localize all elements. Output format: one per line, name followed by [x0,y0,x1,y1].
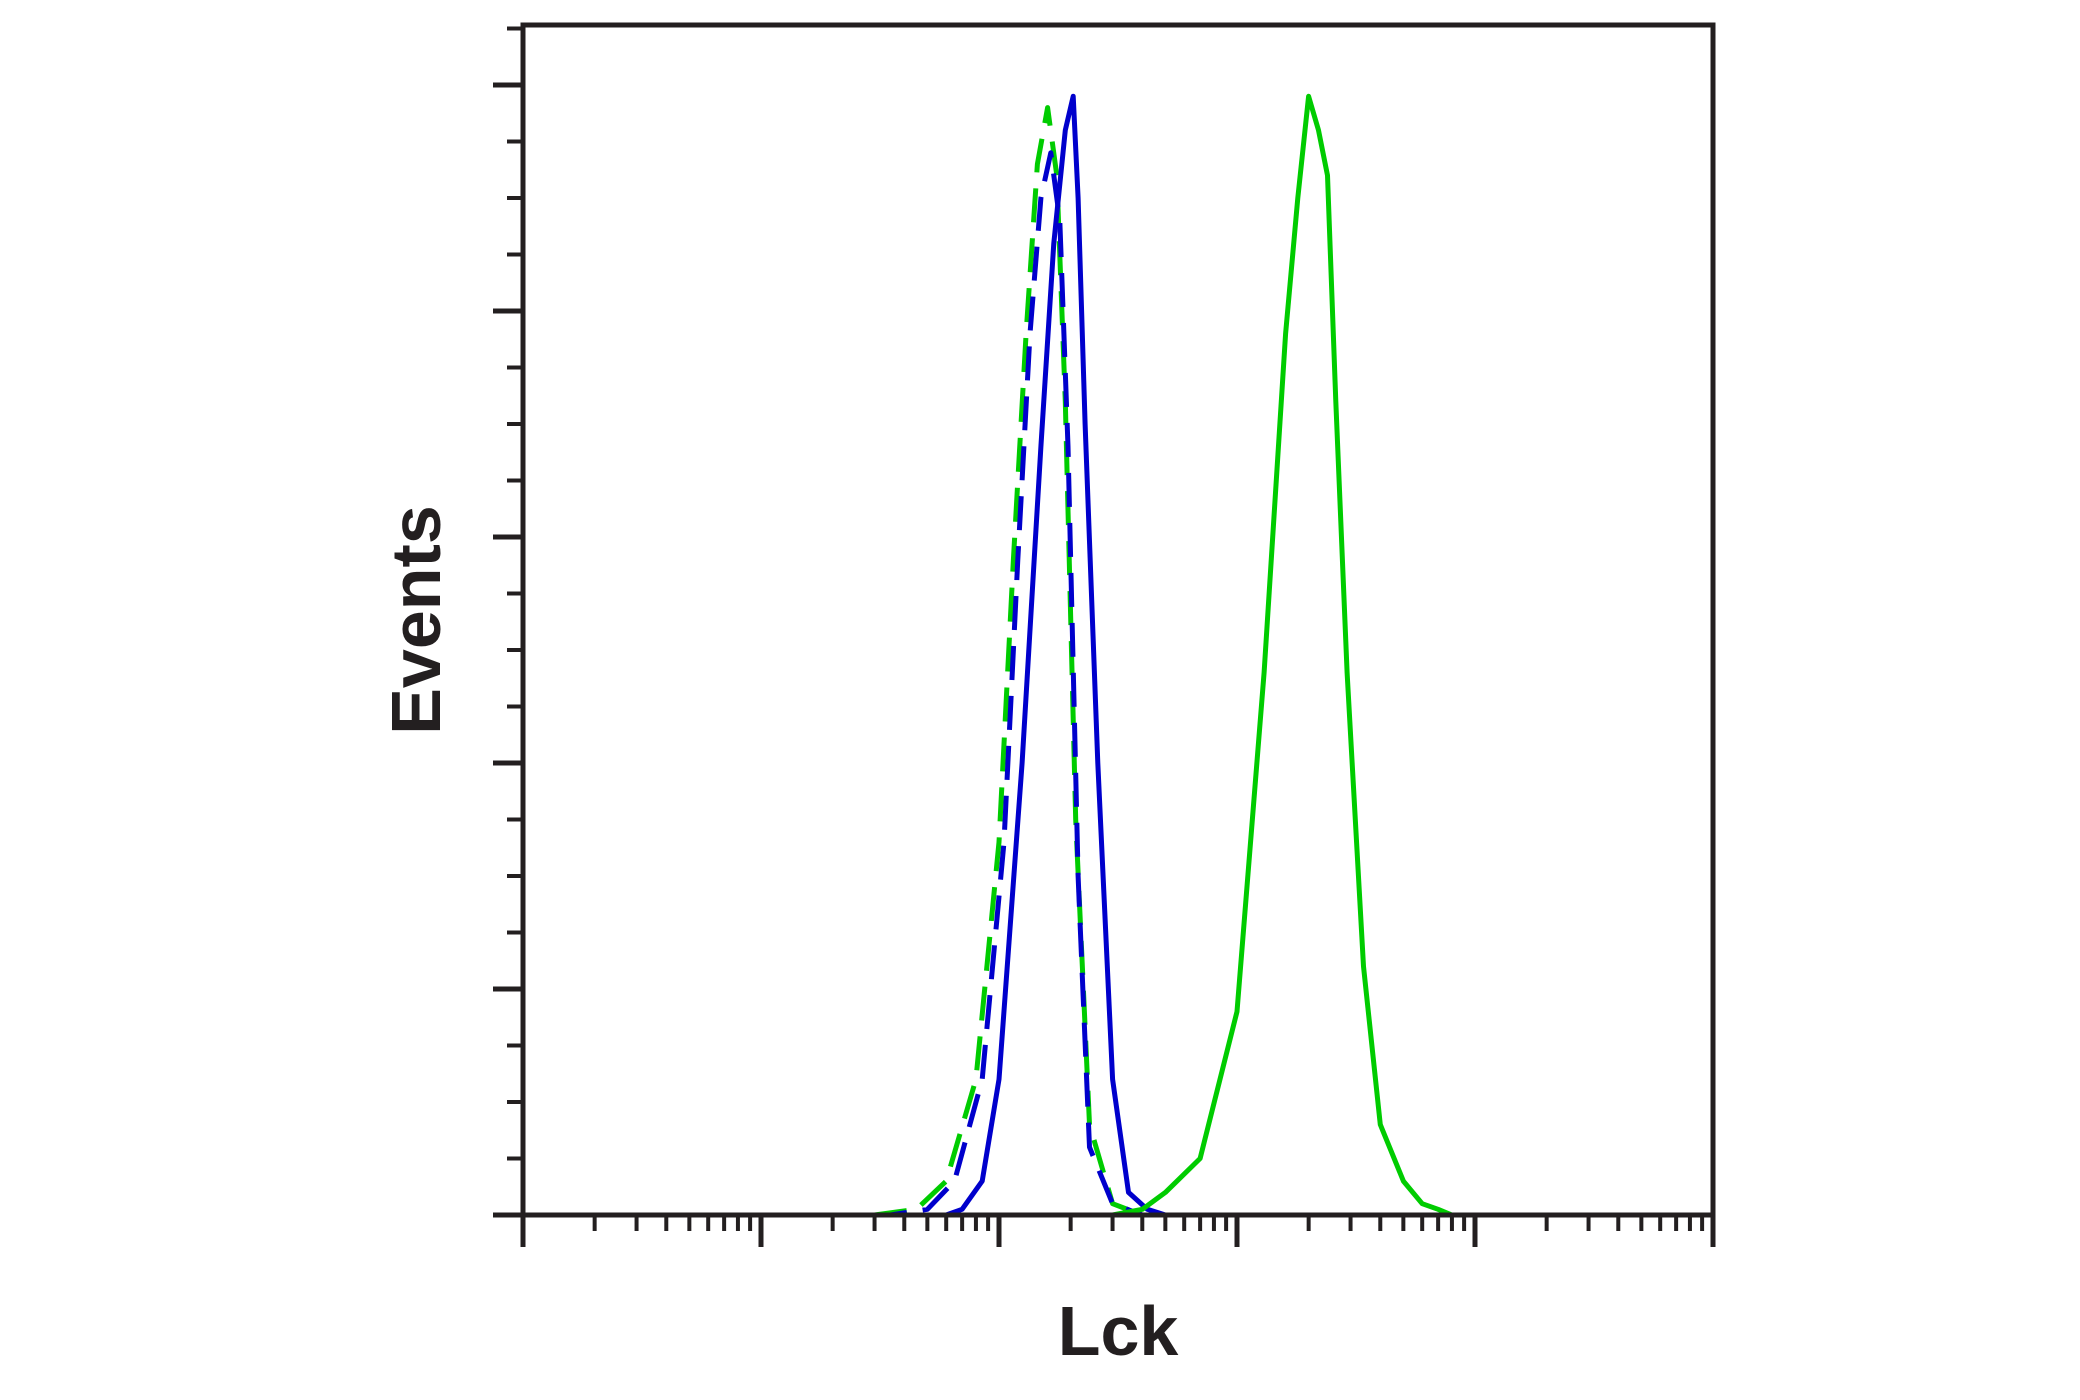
plot-frame [520,22,1716,1218]
y-axis-ticks [493,26,523,1218]
series-line-dashed-1 [523,105,1713,1218]
series-line-solid-4 [523,93,1713,1218]
x-axis-ticks [520,1215,1716,1247]
series-group [523,93,1713,1218]
x-axis-title: Lck [1058,1292,1179,1370]
y-axis-title: Events [377,505,455,735]
series-line-dashed-2 [523,150,1713,1218]
series-line-solid-3 [523,93,1713,1218]
